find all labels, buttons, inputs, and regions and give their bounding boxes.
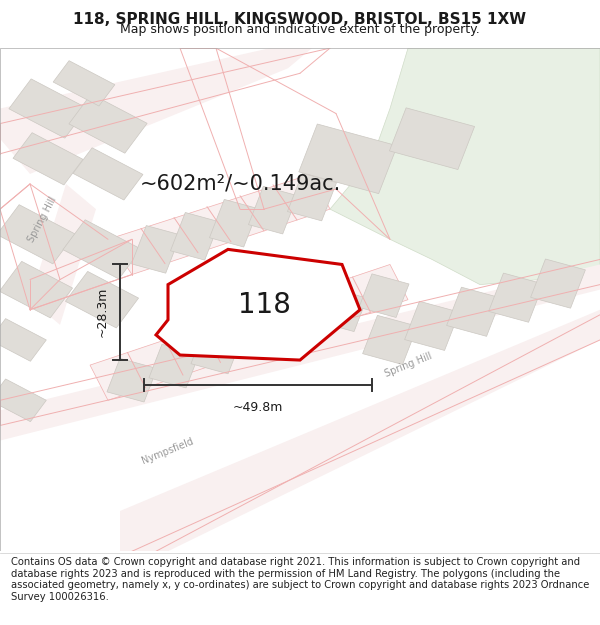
Polygon shape bbox=[488, 273, 544, 322]
Text: ~28.3m: ~28.3m bbox=[95, 287, 109, 338]
Polygon shape bbox=[13, 132, 83, 185]
Text: 118, SPRING HILL, KINGSWOOD, BRISTOL, BS15 1XW: 118, SPRING HILL, KINGSWOOD, BRISTOL, BS… bbox=[73, 12, 527, 27]
Polygon shape bbox=[530, 259, 586, 308]
Text: Spring Hill: Spring Hill bbox=[26, 194, 58, 244]
Polygon shape bbox=[156, 249, 360, 360]
Polygon shape bbox=[65, 271, 139, 328]
Polygon shape bbox=[53, 61, 115, 106]
Polygon shape bbox=[248, 186, 298, 234]
Polygon shape bbox=[131, 226, 181, 273]
Polygon shape bbox=[0, 319, 46, 361]
Polygon shape bbox=[108, 174, 330, 274]
Polygon shape bbox=[299, 124, 397, 194]
Polygon shape bbox=[0, 264, 600, 441]
Polygon shape bbox=[107, 358, 157, 402]
Polygon shape bbox=[191, 330, 241, 374]
Polygon shape bbox=[275, 302, 325, 346]
Polygon shape bbox=[73, 148, 143, 200]
Polygon shape bbox=[317, 288, 367, 331]
Polygon shape bbox=[404, 301, 460, 351]
Polygon shape bbox=[0, 379, 46, 422]
Polygon shape bbox=[0, 204, 75, 264]
Polygon shape bbox=[0, 261, 73, 318]
Polygon shape bbox=[30, 184, 96, 325]
Polygon shape bbox=[9, 79, 87, 138]
Polygon shape bbox=[120, 310, 600, 551]
Text: ~49.8m: ~49.8m bbox=[233, 401, 283, 414]
Polygon shape bbox=[170, 213, 220, 260]
Polygon shape bbox=[233, 316, 283, 360]
Polygon shape bbox=[330, 48, 600, 284]
Polygon shape bbox=[149, 344, 199, 388]
Polygon shape bbox=[63, 220, 141, 279]
Text: Map shows position and indicative extent of the property.: Map shows position and indicative extent… bbox=[120, 23, 480, 36]
Polygon shape bbox=[446, 287, 502, 336]
Text: Contains OS data © Crown copyright and database right 2021. This information is : Contains OS data © Crown copyright and d… bbox=[11, 557, 589, 602]
Text: 118: 118 bbox=[238, 291, 290, 319]
Polygon shape bbox=[69, 94, 147, 153]
Polygon shape bbox=[362, 316, 418, 364]
Polygon shape bbox=[0, 48, 312, 174]
Polygon shape bbox=[209, 199, 259, 247]
Text: Nympsfield: Nympsfield bbox=[140, 436, 196, 466]
Polygon shape bbox=[90, 264, 408, 400]
Text: Spring Hill: Spring Hill bbox=[383, 351, 433, 379]
Polygon shape bbox=[287, 173, 337, 221]
Polygon shape bbox=[359, 274, 409, 318]
Text: ~602m²/~0.149ac.: ~602m²/~0.149ac. bbox=[139, 174, 341, 194]
Polygon shape bbox=[389, 108, 475, 169]
